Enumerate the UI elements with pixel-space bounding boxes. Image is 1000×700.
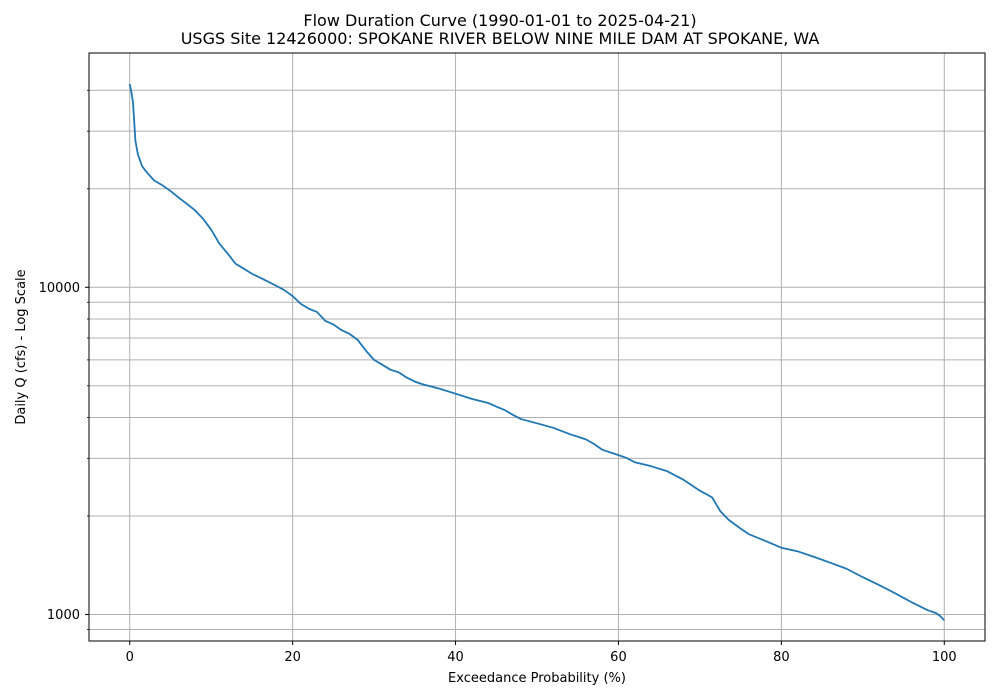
x-tick-label: 40 [447, 650, 464, 665]
y-axis-label: Daily Q (cfs) - Log Scale [14, 269, 29, 424]
y-tick-label: 10000 [39, 281, 80, 296]
x-tick-label: 60 [610, 650, 627, 665]
x-tick-label: 0 [126, 650, 134, 665]
ticks-layer: 0 20 40 60 80 100 1000 10000 [39, 89, 957, 665]
y-tick-label: 1000 [47, 608, 80, 623]
chart-subtitle: USGS Site 12426000: SPOKANE RIVER BELOW … [180, 29, 820, 48]
x-tick-label: 20 [284, 650, 301, 665]
x-tick-label: 100 [932, 650, 957, 665]
series-layer [128, 83, 945, 621]
flow-duration-line [128, 83, 945, 621]
x-tick-label: 80 [773, 650, 790, 665]
x-axis-label: Exceedance Probability (%) [448, 671, 626, 686]
chart-title: Flow Duration Curve (1990-01-01 to 2025-… [303, 11, 697, 30]
grid-layer [89, 53, 985, 641]
plot-frame [88, 52, 986, 642]
